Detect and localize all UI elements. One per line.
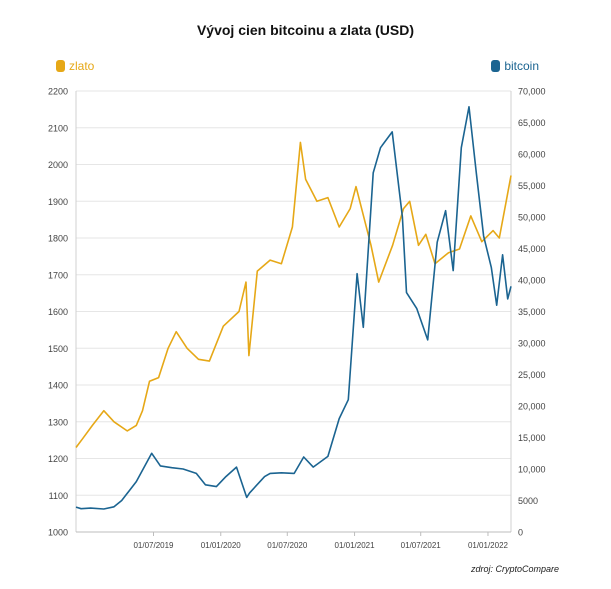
y-left-tick-label: 2100 (48, 123, 68, 133)
x-tick-label: 01/01/2020 (201, 541, 242, 550)
y-left-tick-label: 1100 (49, 491, 68, 501)
y-left-tick-label: 1000 (48, 528, 68, 538)
x-tick-label: 01/01/2022 (468, 541, 509, 550)
series-line-bitcoin (75, 106, 512, 510)
y-left-tick-label: 1500 (48, 344, 68, 354)
y-right-tick-label: 40,000 (518, 276, 546, 286)
y-right-tick-label: 55,000 (518, 181, 546, 191)
legend-bitcoin-label: bitcoin (504, 59, 539, 73)
y-right-tick-label: 10,000 (518, 465, 546, 475)
legend-gold-label: zlato (69, 59, 95, 73)
y-right-tick-label: 0 (518, 528, 523, 538)
x-tick-label: 01/07/2019 (133, 541, 174, 550)
y-right-tick-label: 60,000 (518, 150, 546, 160)
source-note: zdroj: CryptoCompare (470, 564, 559, 574)
y-right-tick-label: 5000 (518, 496, 538, 506)
y-left-tick-label: 1300 (48, 417, 68, 427)
y-right-tick-label: 30,000 (518, 339, 546, 349)
y-right-tick-label: 20,000 (518, 402, 546, 412)
y-left-tick-label: 1600 (48, 307, 68, 317)
y-right-tick-label: 25,000 (518, 370, 546, 380)
y-right-tick-label: 50,000 (518, 213, 546, 223)
legend-bitcoin: bitcoin (491, 59, 539, 73)
y-left-tick-label: 1700 (48, 270, 68, 280)
y-left-tick-label: 1900 (48, 197, 68, 207)
y-left-tick-label: 1800 (48, 234, 68, 244)
y-right-tick-label: 45,000 (518, 244, 546, 254)
legend-bitcoin-swatch (491, 60, 501, 72)
y-right-tick-label: 35,000 (518, 307, 546, 317)
y-left-tick-label: 1400 (48, 381, 68, 391)
y-left-tick-label: 2000 (48, 160, 68, 170)
y-right-tick-label: 65,000 (518, 118, 546, 128)
legend-gold-swatch (56, 60, 65, 72)
legend-gold: zlato (56, 59, 94, 73)
x-tick-label: 01/07/2021 (401, 541, 442, 550)
y-right-tick-label: 70,000 (518, 87, 546, 97)
y-right-tick-label: 15,000 (518, 433, 546, 443)
series-line-gold (75, 141, 512, 448)
chart-title: Vývoj cien bitcoinu a zlata (USD) (196, 22, 415, 38)
y-left-tick-label: 2200 (48, 87, 68, 97)
x-tick-label: 01/01/2021 (335, 541, 376, 550)
y-left-tick-label: 1200 (48, 454, 68, 464)
x-tick-label: 01/07/2020 (267, 541, 308, 550)
